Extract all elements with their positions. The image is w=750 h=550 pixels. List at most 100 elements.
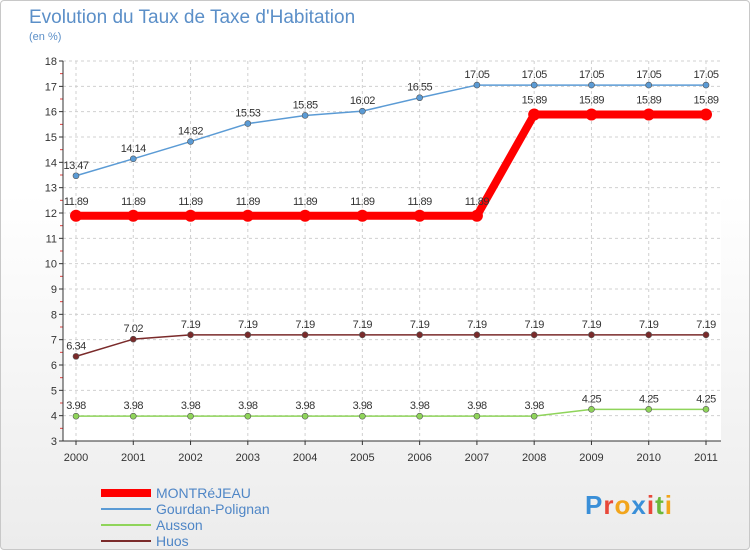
data-point (70, 209, 82, 222)
data-point (184, 209, 197, 222)
data-point (301, 112, 309, 119)
data-point (72, 412, 80, 420)
y-tick-label: 11 (46, 233, 57, 245)
data-label: 11.89 (64, 196, 89, 208)
x-tick-label: 2000 (64, 452, 88, 464)
data-point (473, 331, 481, 339)
data-label: 3.98 (124, 400, 144, 412)
data-label: 14.14 (121, 143, 146, 155)
data-label: 7.19 (696, 319, 716, 331)
data-label: 11.89 (236, 196, 261, 208)
y-tick-label: 3 (51, 436, 57, 448)
data-point (416, 412, 423, 420)
data-label: 11.89 (408, 196, 433, 208)
data-point (642, 108, 655, 121)
x-tick-label: 2006 (407, 452, 431, 464)
data-point (530, 331, 538, 339)
x-tick-label: 2008 (522, 452, 546, 464)
series-line (72, 110, 710, 220)
data-label: 7.19 (238, 319, 258, 331)
data-label: 15.89 (693, 94, 718, 106)
data-point (473, 412, 481, 420)
data-point (187, 138, 194, 145)
y-tick-label: 14 (45, 157, 57, 169)
data-label: 3.98 (295, 400, 315, 412)
data-label: 3.98 (181, 400, 201, 412)
data-point (244, 120, 252, 127)
data-label: 7.02 (124, 323, 144, 335)
data-point (588, 406, 595, 413)
x-tick-label: 2007 (465, 452, 489, 464)
data-label: 3.98 (467, 400, 487, 412)
data-point (645, 331, 653, 339)
data-label: 17.05 (464, 69, 489, 81)
data-point (359, 107, 366, 115)
data-label: 11.89 (350, 196, 375, 208)
plot-area (63, 61, 721, 441)
legend-swatch (101, 524, 151, 526)
y-tick-label: 18 (45, 56, 57, 68)
data-point (129, 155, 137, 163)
data-label: 3.98 (524, 400, 544, 412)
data-label: 14.82 (178, 126, 203, 138)
legend-swatch (101, 508, 151, 510)
legend-item: Huos (101, 533, 331, 549)
data-point (72, 353, 80, 360)
data-point (585, 108, 598, 121)
data-label: 11.89 (178, 196, 203, 208)
data-label: 3.98 (66, 400, 86, 412)
data-label: 17.05 (579, 69, 604, 81)
data-point (241, 209, 254, 222)
data-label: 15.85 (293, 99, 318, 111)
x-tick-label: 2005 (350, 452, 374, 464)
data-label: 15.89 (579, 94, 604, 106)
y-tick-label: 6 (51, 360, 57, 372)
series-line (75, 408, 707, 417)
data-point (301, 331, 309, 339)
legend-label: MONTRéJEAU (156, 485, 251, 501)
data-point (702, 81, 710, 89)
data-label: 17.05 (636, 69, 661, 81)
data-point (528, 108, 541, 121)
data-label: 7.19 (181, 319, 201, 331)
series-line (75, 334, 707, 358)
data-label: 7.19 (639, 319, 659, 331)
chart-title: Evolution du Taux de Taxe d'Habitation (29, 7, 356, 28)
data-label: 7.19 (582, 319, 602, 331)
y-tick-label: 9 (51, 284, 57, 296)
legend-label: Gourdan-Polignan (156, 501, 270, 517)
data-point (530, 412, 538, 420)
data-label: 13.47 (63, 160, 88, 172)
data-point (127, 209, 140, 222)
data-label: 3.98 (410, 400, 430, 412)
data-point (700, 108, 712, 121)
data-point (301, 412, 309, 420)
data-label: 7.19 (353, 319, 373, 331)
data-point (645, 81, 653, 89)
legend-item: Ausson (101, 517, 331, 533)
data-point (129, 412, 137, 420)
chart-unit: (en %) (29, 31, 62, 43)
data-point (588, 331, 595, 339)
x-tick-label: 2011 (694, 452, 718, 464)
data-label: 6.34 (66, 340, 86, 352)
data-label: 17.05 (693, 69, 718, 81)
legend-item: MONTRéJEAU (101, 485, 331, 501)
y-tick-label: 12 (45, 208, 57, 220)
data-label: 4.25 (639, 393, 659, 405)
data-point (244, 331, 252, 339)
x-tick-label: 2003 (236, 452, 260, 464)
data-label: 7.19 (524, 319, 544, 331)
x-tick-label: 2002 (178, 452, 202, 464)
legend-label: Huos (156, 533, 189, 549)
legend-label: Ausson (156, 517, 203, 533)
y-tick-label: 4 (51, 411, 57, 423)
data-label: 3.98 (238, 400, 258, 412)
data-label: 4.25 (582, 393, 602, 405)
y-tick-label: 13 (45, 183, 57, 195)
data-label: 7.19 (295, 319, 315, 331)
y-tick-label: 17 (45, 81, 57, 93)
data-label: 3.98 (353, 400, 373, 412)
data-point (72, 172, 80, 180)
